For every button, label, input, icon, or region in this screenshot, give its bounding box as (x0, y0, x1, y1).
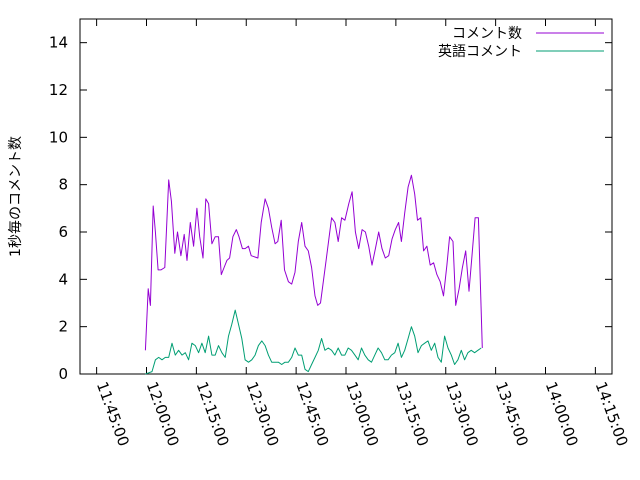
x-tick-label: 13:00:00 (342, 379, 382, 448)
series-line-1 (144, 174, 483, 351)
x-tick-label: 14:00:00 (542, 379, 582, 448)
legend-label-1: コメント数 (452, 26, 522, 42)
plot-frame (79, 18, 613, 375)
series-line-2 (145, 309, 482, 375)
x-tick-label: 13:45:00 (492, 379, 532, 448)
x-tick-label: 12:15:00 (193, 379, 233, 448)
plot-border (79, 18, 613, 375)
series-layer (144, 174, 483, 375)
x-tick-label: 13:15:00 (392, 379, 432, 448)
y-tick-label: 4 (58, 270, 68, 288)
y-tick-label: 10 (49, 128, 68, 146)
x-tick-label: 11:45:00 (93, 379, 133, 448)
x-tick-label: 12:00:00 (143, 379, 183, 448)
y-tick-label: 0 (58, 365, 68, 383)
y-tick-label: 12 (49, 81, 68, 99)
y-axis-title: 1秒毎のコメント数 (8, 136, 24, 257)
x-tick-label: 12:45:00 (292, 379, 332, 448)
y-tick-label: 14 (49, 34, 68, 52)
y-tick-label: 6 (58, 223, 68, 241)
y-tick-label: 8 (58, 176, 68, 194)
y-tick-label: 2 (58, 318, 68, 336)
x-tick-label: 13:30:00 (442, 379, 482, 448)
x-tick-label: 14:15:00 (592, 379, 632, 448)
x-tick-label: 12:30:00 (242, 379, 282, 448)
legend-label-2: 英語コメント (438, 43, 522, 60)
y-axis-ticks: 0 2 4 6 8 10 12 14 (49, 34, 612, 383)
